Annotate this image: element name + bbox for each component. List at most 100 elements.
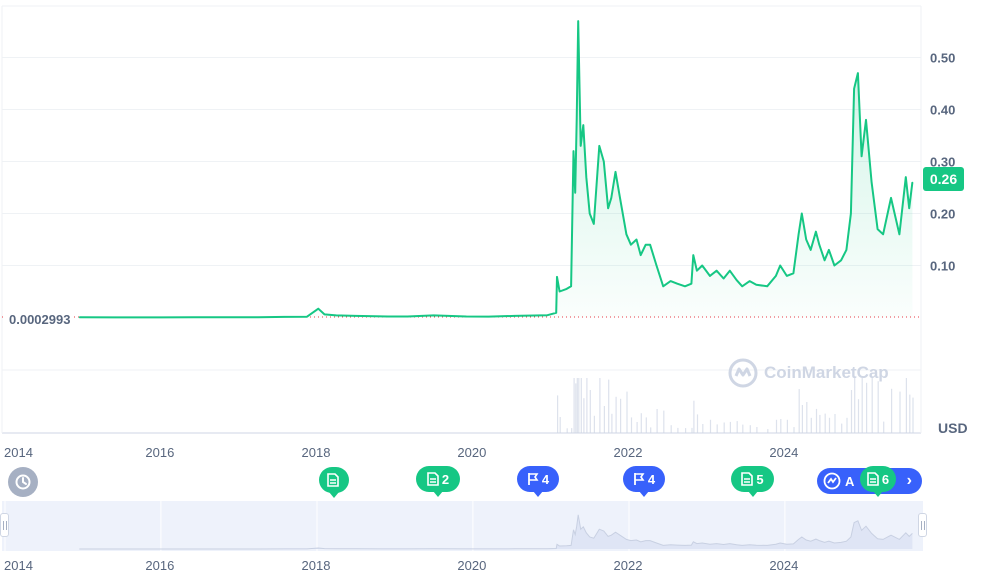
data-point <box>824 259 826 261</box>
navigator-x-tick-label: 2014 <box>4 558 33 573</box>
data-point <box>676 283 678 285</box>
history-button[interactable] <box>8 467 38 497</box>
data-point <box>898 233 901 235</box>
volume-bar <box>834 414 836 433</box>
data-point <box>749 280 751 282</box>
data-point <box>766 285 768 287</box>
volume-bar <box>557 395 559 433</box>
data-point <box>574 192 576 194</box>
volume-bar <box>912 397 914 433</box>
volume-bar <box>749 425 751 433</box>
navigator-x-tick-label: 2018 <box>302 558 331 573</box>
data-point <box>607 207 609 209</box>
volume-bar <box>801 405 803 433</box>
data-point <box>828 249 830 251</box>
event-count: 5 <box>756 471 764 487</box>
data-point <box>614 171 617 173</box>
volume-bar <box>883 421 885 433</box>
data-point <box>625 233 628 235</box>
data-point <box>840 259 842 261</box>
grid <box>1 5 922 434</box>
data-point <box>792 272 795 274</box>
volume-bar <box>861 378 863 433</box>
coinmarketcap-logo-icon <box>728 358 758 388</box>
price-area <box>78 20 914 319</box>
data-point <box>905 176 907 178</box>
volume-bar <box>677 427 679 433</box>
volume-bar <box>810 417 812 433</box>
data-point <box>853 88 855 90</box>
volume-bar <box>857 399 860 433</box>
volume-bar <box>815 408 818 433</box>
navigator-right-handle[interactable] <box>918 513 927 537</box>
volume-bar <box>559 417 561 433</box>
event-marker-2[interactable]: 2 <box>416 466 460 497</box>
document-icon <box>867 472 879 486</box>
volume-bar <box>696 414 699 433</box>
y-tick-label: 0.20 <box>930 207 955 222</box>
y-tick-label: 0.10 <box>930 259 955 274</box>
volume-bar <box>620 398 622 433</box>
event-marker-6[interactable]: 6 <box>860 466 896 497</box>
volume-bar <box>645 417 647 433</box>
data-point <box>655 264 658 267</box>
data-point <box>709 275 711 277</box>
data-point <box>701 264 703 267</box>
watermark-text: CoinMarketCap <box>764 363 889 382</box>
volume-bar <box>578 378 580 433</box>
x-tick-label: 2016 <box>145 445 174 460</box>
volume-bar <box>841 423 843 433</box>
document-icon <box>326 473 339 487</box>
volume-bar <box>571 428 573 433</box>
volume-bar <box>716 424 718 433</box>
y-axis-ticks: 0.10 0.20 0.30 0.40 0.50 <box>930 51 955 274</box>
range-navigator[interactable] <box>0 501 927 551</box>
volume-bar <box>603 406 605 433</box>
data-point <box>741 285 743 287</box>
event-marker-5[interactable]: 5 <box>731 466 774 497</box>
volume-bar <box>608 379 610 433</box>
data-point <box>387 315 389 318</box>
volume-bar <box>593 415 595 433</box>
navigator-x-tick-label: 2024 <box>769 558 798 573</box>
data-point <box>775 275 777 277</box>
data-point <box>861 155 863 157</box>
volume-bar <box>586 378 588 433</box>
event-marker-1[interactable] <box>319 467 349 498</box>
data-point <box>577 20 579 22</box>
data-point <box>593 223 595 225</box>
volume-bar <box>775 419 778 433</box>
data-point <box>192 316 194 318</box>
history-icon <box>15 474 31 490</box>
current-price-badge: 0.26 <box>923 167 964 191</box>
volume-bar <box>871 378 873 433</box>
data-point <box>603 160 605 163</box>
navigator-mini-chart <box>4 501 913 551</box>
volume-bar <box>742 424 744 433</box>
volume-bar <box>626 391 628 433</box>
data-point <box>582 124 584 126</box>
data-point <box>317 308 319 310</box>
event-marker-3[interactable]: 4 <box>517 466 559 497</box>
volume-bar <box>729 421 731 433</box>
event-count: 6 <box>881 471 890 487</box>
data-point <box>865 119 867 121</box>
volume-bar <box>663 410 665 433</box>
data-point <box>555 312 557 314</box>
event-count: 4 <box>541 471 550 487</box>
volume-bar <box>611 413 613 433</box>
data-point <box>729 270 731 272</box>
data-point <box>465 315 467 318</box>
navigator-x-tick-label: 2022 <box>614 558 643 573</box>
data-point <box>645 244 647 246</box>
x-tick-label: 2024 <box>769 445 798 460</box>
navigator-left-handle[interactable] <box>0 513 9 537</box>
volume-bar <box>854 378 856 433</box>
data-point <box>283 316 285 318</box>
volume-bar <box>640 413 642 433</box>
event-count: 2 <box>441 471 450 487</box>
x-tick-label: 2020 <box>457 445 486 460</box>
data-point <box>755 284 757 286</box>
event-marker-4[interactable]: 4 <box>623 466 665 497</box>
